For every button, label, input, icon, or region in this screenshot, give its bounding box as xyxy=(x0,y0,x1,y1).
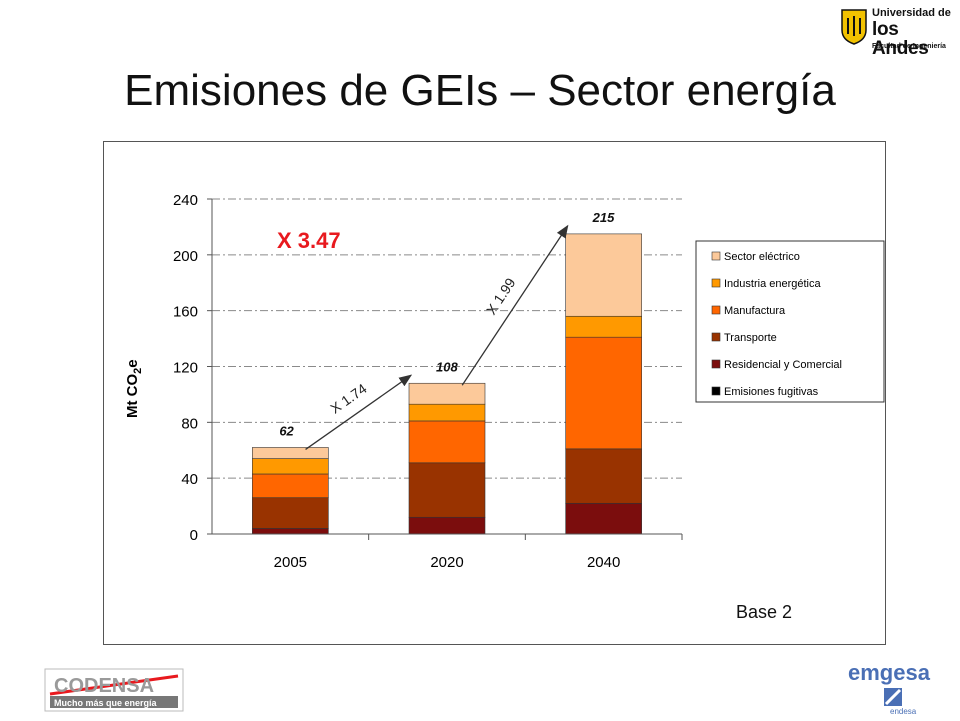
codensa-tagline: Mucho más que energía xyxy=(54,698,158,708)
bar-2040-series-4 xyxy=(565,315,642,338)
bar-2005-series-5 xyxy=(252,447,329,459)
bar-2005-series-2 xyxy=(252,497,329,529)
codensa-logo: CODENSA Mucho más que energía xyxy=(44,668,184,712)
logo-line-1: Universidad de xyxy=(872,7,951,19)
legend-label-0: Sector eléctrico xyxy=(724,251,800,263)
bar-2020-series-3 xyxy=(408,420,486,464)
total-label-2020: 108 xyxy=(436,359,458,374)
y-tick-label-0: 0 xyxy=(190,527,198,544)
legend-swatch-4 xyxy=(711,359,721,369)
y-tick-label-40: 40 xyxy=(181,471,198,488)
legend-label-5: Emisiones fugitivas xyxy=(724,386,819,398)
legend-box xyxy=(695,240,885,403)
y-tick-label-160: 160 xyxy=(173,304,198,321)
x-tick-label-2005: 2005 xyxy=(274,554,307,571)
bar-2005-series-3 xyxy=(252,473,329,499)
universidad-de-los-andes-logo: Universidad de los Andes Facultad de Ing… xyxy=(840,6,952,58)
emgesa-name: emgesa xyxy=(848,660,931,685)
y-tick-label-80: 80 xyxy=(181,415,198,432)
growth-label-0: X 1.74 xyxy=(327,380,369,416)
bar-2040-series-1 xyxy=(565,502,642,535)
base-note: Base 2 xyxy=(736,602,793,622)
bar-2005-series-4 xyxy=(252,458,329,475)
legend-label-4: Residencial y Comercial xyxy=(724,359,842,371)
y-tick-label-120: 120 xyxy=(173,360,198,377)
logo-line-3: Facultad de Ingeniería xyxy=(872,43,946,50)
bar-2020-series-1 xyxy=(408,516,486,535)
bar-2020-series-4 xyxy=(408,403,486,422)
university-shield-icon xyxy=(841,9,867,45)
bar-2040-series-5 xyxy=(565,233,642,317)
codensa-name: CODENSA xyxy=(54,675,154,697)
logo-line-2: los Andes xyxy=(872,19,929,59)
legend-swatch-5 xyxy=(711,386,721,396)
bar-2040-series-2 xyxy=(565,448,642,504)
legend-label-1: Industria energética xyxy=(724,278,821,290)
growth-arrow-1 xyxy=(461,224,569,386)
endesa-name: endesa xyxy=(890,707,917,716)
legend-swatch-2 xyxy=(711,305,721,315)
bar-2020-series-2 xyxy=(408,462,486,518)
y-axis-label: Mt CO2e xyxy=(124,359,144,418)
x-tick-label-2040: 2040 xyxy=(587,554,620,571)
bar-2005-series-1 xyxy=(252,528,329,535)
bar-2020-series-5 xyxy=(408,382,486,405)
legend-label-3: Transporte xyxy=(724,332,777,344)
legend-swatch-0 xyxy=(711,251,721,261)
y-tick-label-200: 200 xyxy=(173,248,198,265)
legend-swatch-3 xyxy=(711,332,721,342)
bar-2040-series-3 xyxy=(565,336,642,450)
legend-label-2: Manufactura xyxy=(724,305,786,317)
x-tick-label-2020: 2020 xyxy=(430,554,463,571)
total-label-2005: 62 xyxy=(279,423,294,438)
y-tick-label-240: 240 xyxy=(173,192,198,209)
slide-title: Emisiones de GEIs – Sector energía xyxy=(124,66,836,115)
legend-swatch-1 xyxy=(711,278,721,288)
emgesa-logo: emgesa endesa xyxy=(838,660,956,716)
total-multiplier-label: X 3.47 xyxy=(277,228,341,253)
growth-arrow-0 xyxy=(305,374,413,450)
total-label-2040: 215 xyxy=(592,210,615,225)
